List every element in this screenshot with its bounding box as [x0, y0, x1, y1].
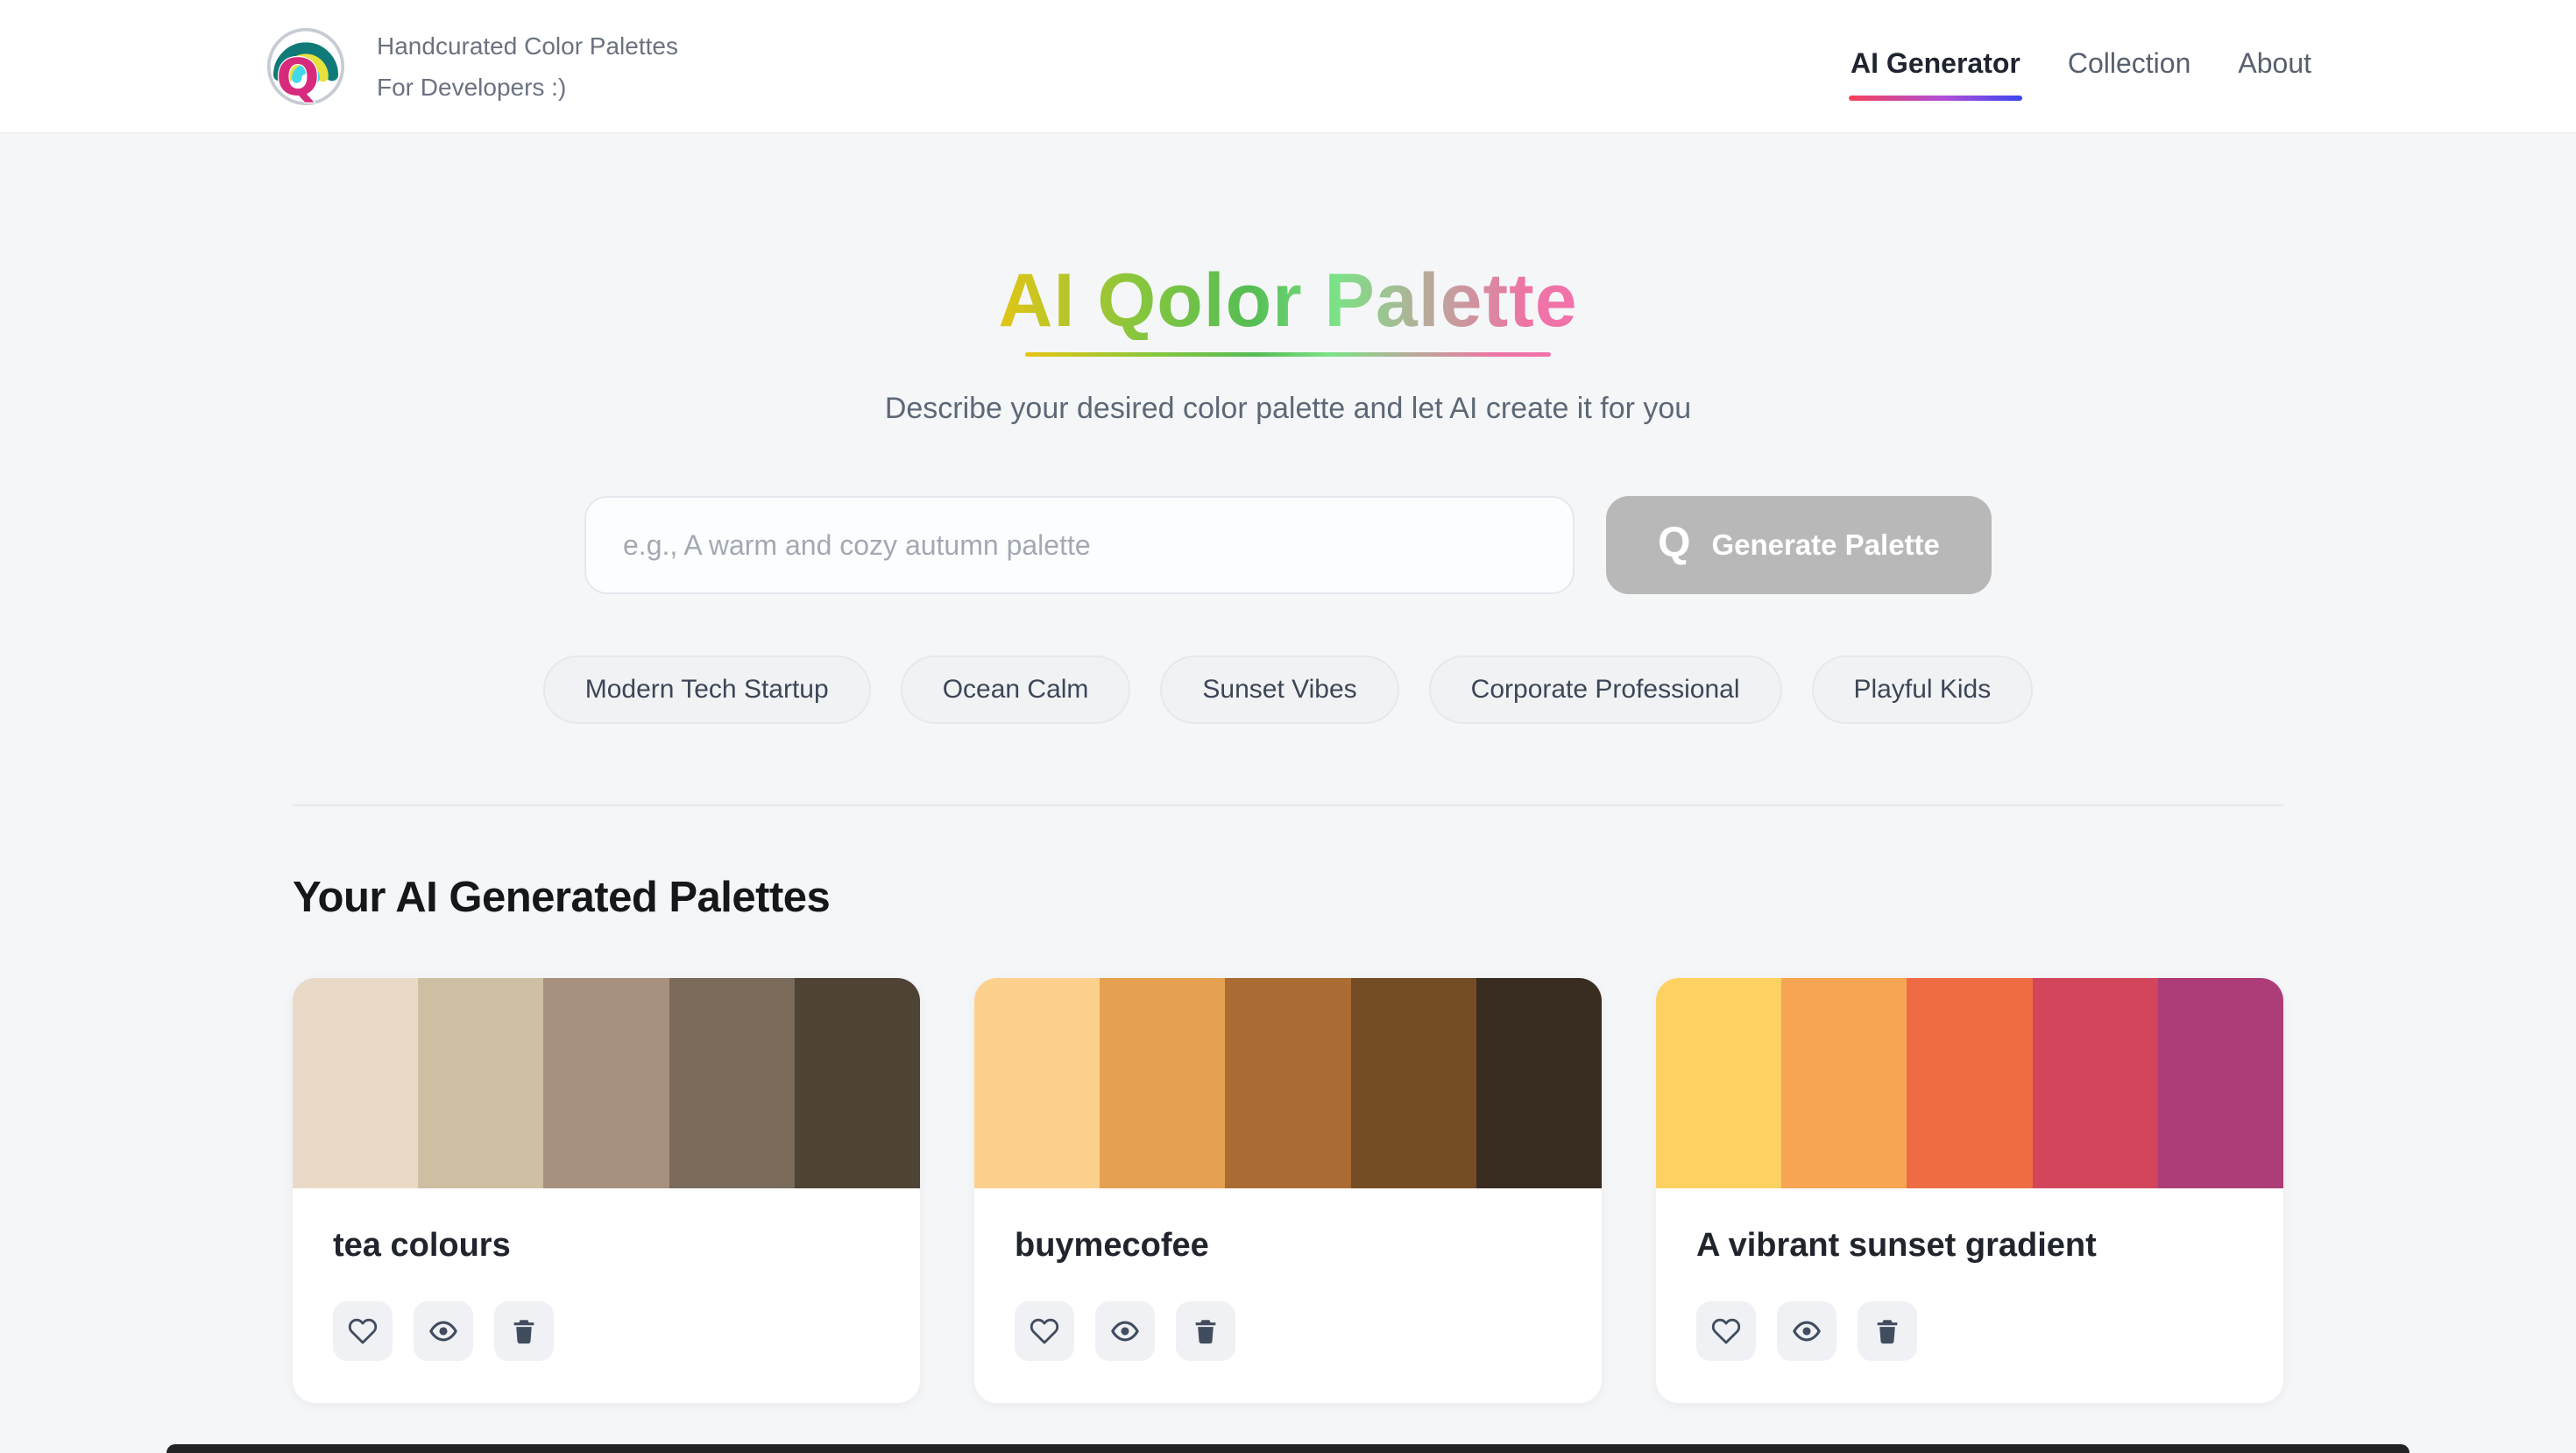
color-swatch[interactable] — [974, 978, 1100, 1189]
suggestion-chip[interactable]: Ocean Calm — [900, 656, 1131, 725]
palette-swatches — [293, 978, 920, 1189]
hero-subtitle: Describe your desired color palette and … — [884, 392, 1692, 426]
view-button[interactable] — [1095, 1301, 1155, 1362]
color-swatch[interactable] — [2032, 978, 2158, 1189]
section-heading: Your AI Generated Palettes — [293, 874, 831, 922]
svg-text:Q: Q — [276, 46, 319, 105]
color-swatch[interactable] — [1100, 978, 1226, 1189]
palette-actions — [333, 1301, 880, 1362]
heart-icon — [1030, 1319, 1059, 1344]
section-divider — [293, 804, 2283, 807]
suggestion-chips: Modern Tech Startup Ocean Calm Sunset Vibe… — [0, 656, 2576, 725]
eye-icon — [429, 1321, 457, 1342]
favorite-button[interactable] — [333, 1301, 393, 1362]
favorite-button[interactable] — [1015, 1301, 1074, 1362]
color-swatch[interactable] — [2157, 978, 2283, 1189]
header: Q Handcurated Color Palettes For Develop… — [0, 0, 2576, 133]
palette-card-body: buymecofee — [974, 1188, 1602, 1403]
color-swatch[interactable] — [669, 978, 795, 1189]
heart-icon — [1711, 1319, 1741, 1344]
palette-title: buymecofee — [1015, 1227, 1209, 1265]
delete-button[interactable] — [1176, 1301, 1235, 1362]
color-swatch[interactable] — [1907, 978, 2033, 1189]
color-swatch[interactable] — [1781, 978, 1907, 1189]
palette-swatches — [974, 978, 1602, 1189]
nav-item-ai-generator[interactable]: AI Generator — [1849, 40, 2022, 101]
trash-icon — [1195, 1320, 1216, 1344]
palette-grid: tea colours buymecofee A vibrant sunset gr… — [293, 978, 2283, 1404]
eye-icon — [1111, 1321, 1139, 1342]
palette-actions — [1696, 1301, 2243, 1362]
generator-row: Q Generate Palette — [0, 496, 2576, 595]
color-swatch[interactable] — [794, 978, 920, 1189]
view-button[interactable] — [414, 1301, 473, 1362]
palette-card: A vibrant sunset gradient — [1656, 978, 2283, 1404]
favorite-button[interactable] — [1696, 1301, 1756, 1362]
tagline-line-2: For Developers :) — [377, 73, 567, 101]
page-title: AI Qolor Palette — [991, 261, 1584, 341]
generated-palettes-section: Your AI Generated Palettes tea colours bu… — [293, 873, 2283, 1404]
brand: Q Handcurated Color Palettes For Develop… — [266, 25, 678, 108]
palette-card: tea colours — [293, 978, 920, 1404]
nav-item-about[interactable]: About — [2238, 47, 2311, 79]
palette-swatches — [1656, 978, 2283, 1189]
color-swatch[interactable] — [1656, 978, 1782, 1189]
palette-card-body: A vibrant sunset gradient — [1656, 1188, 2283, 1403]
color-swatch[interactable] — [1476, 978, 1602, 1189]
suggestion-chip[interactable]: Sunset Vibes — [1160, 656, 1399, 725]
nav-item-collection[interactable]: Collection — [2067, 47, 2191, 79]
color-swatch[interactable] — [1350, 978, 1476, 1189]
color-swatch[interactable] — [1225, 978, 1351, 1189]
suggestion-chip[interactable]: Playful Kids — [1811, 656, 2034, 725]
trash-icon — [513, 1320, 534, 1344]
view-button[interactable] — [1777, 1301, 1836, 1362]
footer-bar — [166, 1444, 2410, 1453]
color-swatch[interactable] — [543, 978, 669, 1189]
suggestion-chip[interactable]: Corporate Professional — [1428, 656, 1782, 725]
main-nav: AI Generator Collection About — [1849, 40, 2313, 101]
title-underline — [1025, 352, 1551, 358]
palette-card: buymecofee — [974, 978, 1602, 1404]
heart-icon — [348, 1319, 378, 1344]
site-tagline: Handcurated Color Palettes For Developer… — [377, 25, 678, 108]
delete-button[interactable] — [494, 1301, 554, 1362]
tagline-line-1: Handcurated Color Palettes — [377, 32, 678, 60]
palette-actions — [1015, 1301, 1561, 1362]
eye-icon — [1793, 1321, 1821, 1342]
q-logo-icon: Q — [1658, 520, 1691, 567]
delete-button[interactable] — [1858, 1301, 1917, 1362]
palette-title: tea colours — [333, 1227, 511, 1265]
suggestion-chip[interactable]: Modern Tech Startup — [542, 656, 871, 725]
main-content: AI Qolor Palette Describe your desired c… — [0, 133, 2576, 1404]
trash-icon — [1877, 1320, 1898, 1344]
color-swatch[interactable] — [293, 978, 419, 1189]
palette-description-input[interactable] — [584, 496, 1575, 595]
palette-card-body: tea colours — [293, 1188, 920, 1403]
generate-palette-button[interactable]: Q Generate Palette — [1606, 496, 1992, 595]
palette-title: A vibrant sunset gradient — [1696, 1227, 2097, 1265]
generate-button-label: Generate Palette — [1711, 528, 1940, 562]
color-swatch[interactable] — [418, 978, 544, 1189]
app-logo-icon[interactable]: Q — [266, 27, 345, 106]
